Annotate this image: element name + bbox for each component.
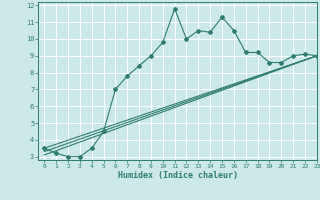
X-axis label: Humidex (Indice chaleur): Humidex (Indice chaleur) [118, 171, 238, 180]
